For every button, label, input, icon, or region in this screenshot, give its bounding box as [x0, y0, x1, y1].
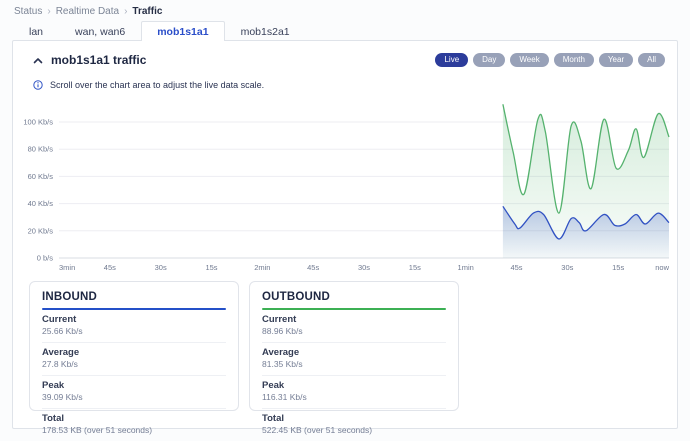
inbound-average-row: Average 27.8 Kb/s — [42, 343, 226, 376]
tab-mob1s2a1[interactable]: mob1s2a1 — [240, 26, 290, 38]
outbound-panel: OUTBOUND Current 88.96 Kb/s Average 81.3… — [249, 281, 459, 435]
range-day-button[interactable]: Day — [473, 53, 506, 67]
chevron-up-icon[interactable] — [33, 57, 43, 64]
inbound-area — [502, 206, 669, 258]
stat-label: Average — [262, 347, 300, 358]
y-axis-label: 100 Kb/s — [23, 118, 53, 127]
x-axis-label: 1min — [458, 263, 474, 272]
x-axis-label: now — [655, 263, 669, 272]
range-buttons: Live Day Week Month Year All — [435, 53, 665, 67]
x-axis-label: 45s — [104, 263, 116, 272]
inbound-peak-row: Peak 39.09 Kb/s — [42, 376, 226, 409]
inbound-current-row: Current 25.66 Kb/s — [42, 310, 226, 343]
breadcrumb-separator-icon: › — [124, 6, 128, 17]
stat-value: 88.96 Kb/s — [262, 326, 303, 336]
range-year-button[interactable]: Year — [598, 53, 634, 67]
inbound-line — [502, 205, 670, 240]
stat-value: 116.31 Kb/s — [262, 392, 307, 402]
stat-label: Average — [42, 347, 80, 358]
outbound-line — [502, 104, 670, 214]
traffic-chart[interactable]: 100 Kb/s 80 Kb/s 60 Kb/s 40 Kb/s 20 Kb/s 0 b/… — [17, 96, 675, 278]
stat-value: 27.8 Kb/s — [42, 359, 78, 369]
stat-value: 39.09 Kb/s — [42, 392, 83, 402]
stat-label: Total — [262, 413, 284, 424]
outbound-current-row: Current 88.96 Kb/s — [262, 310, 446, 343]
range-week-button[interactable]: Week — [510, 53, 549, 67]
range-all-button[interactable]: All — [638, 53, 665, 67]
tab-wan-wan6[interactable]: wan, wan6 — [75, 26, 126, 38]
traffic-card: mob1s1a1 traffic Live Day Week Month Yea… — [12, 40, 678, 435]
stat-label: Peak — [262, 380, 285, 391]
stat-value: 178.53 KB (over 51 seconds) — [42, 425, 153, 435]
y-axis-label: 20 Kb/s — [28, 226, 54, 235]
traffic-chart-svg[interactable]: 100 Kb/s 80 Kb/s 60 Kb/s 40 Kb/s 20 Kb/s 0 b/… — [17, 96, 675, 278]
x-axis-label: 15s — [612, 263, 624, 272]
section-title: mob1s1a1 traffic — [51, 53, 147, 67]
inbound-total-row: Total 178.53 KB (over 51 seconds) — [42, 409, 226, 441]
interface-tabs: lan wan, wan6 mob1s1a1 mob1s2a1 — [13, 21, 306, 41]
x-axis-label: 30s — [155, 263, 167, 272]
breadcrumb-separator-icon: › — [47, 6, 51, 17]
breadcrumb-status[interactable]: Status — [14, 6, 43, 17]
x-axis-label: 45s — [307, 263, 319, 272]
breadcrumb: Status › Realtime Data › Traffic — [14, 6, 162, 17]
x-axis-label: 30s — [561, 263, 573, 272]
range-live-button[interactable]: Live — [435, 53, 469, 67]
breadcrumb-traffic: Traffic — [132, 6, 163, 17]
inbound-accent-bar — [42, 308, 226, 310]
stat-value: 81.35 Kb/s — [262, 359, 303, 369]
stat-value: 522.45 KB (over 51 seconds) — [262, 425, 373, 435]
tab-lan[interactable]: lan — [29, 26, 44, 38]
x-axis-label: 30s — [358, 263, 370, 272]
stat-label: Peak — [42, 380, 65, 391]
stat-label: Current — [42, 314, 77, 325]
chart-info-note: Scroll over the chart area to adjust the… — [33, 80, 264, 90]
y-axis-label: 80 Kb/s — [28, 145, 54, 154]
outbound-total-row: Total 522.45 KB (over 51 seconds) — [262, 409, 446, 441]
y-axis-label: 0 b/s — [37, 254, 54, 263]
x-axis-label: 15s — [205, 263, 217, 272]
stat-value: 25.66 Kb/s — [42, 326, 83, 336]
inbound-panel-title: INBOUND — [42, 291, 98, 303]
x-axis-label: 3min — [59, 263, 75, 272]
range-month-button[interactable]: Month — [553, 53, 594, 67]
outbound-panel-title: OUTBOUND — [262, 291, 331, 303]
x-axis-label: 2min — [254, 263, 270, 272]
section-header: mob1s1a1 traffic Live Day Week Month Yea… — [33, 53, 665, 67]
info-icon — [33, 80, 43, 90]
x-axis-label: 45s — [510, 263, 522, 272]
outbound-peak-row: Peak 116.31 Kb/s — [262, 376, 446, 409]
y-axis-label: 40 Kb/s — [28, 199, 54, 208]
x-axis-label: 15s — [409, 263, 421, 272]
breadcrumb-realtime-data[interactable]: Realtime Data — [55, 6, 120, 17]
outbound-average-row: Average 81.35 Kb/s — [262, 343, 446, 376]
inbound-panel: INBOUND Current 25.66 Kb/s Average 27.8 … — [29, 281, 239, 435]
tab-mob1s1a1[interactable]: mob1s1a1 — [141, 21, 225, 41]
chart-info-text: Scroll over the chart area to adjust the… — [50, 80, 265, 90]
stat-label: Current — [262, 314, 297, 325]
y-axis-label: 60 Kb/s — [28, 172, 54, 181]
outbound-accent-bar — [262, 308, 446, 310]
stat-label: Total — [42, 413, 64, 424]
